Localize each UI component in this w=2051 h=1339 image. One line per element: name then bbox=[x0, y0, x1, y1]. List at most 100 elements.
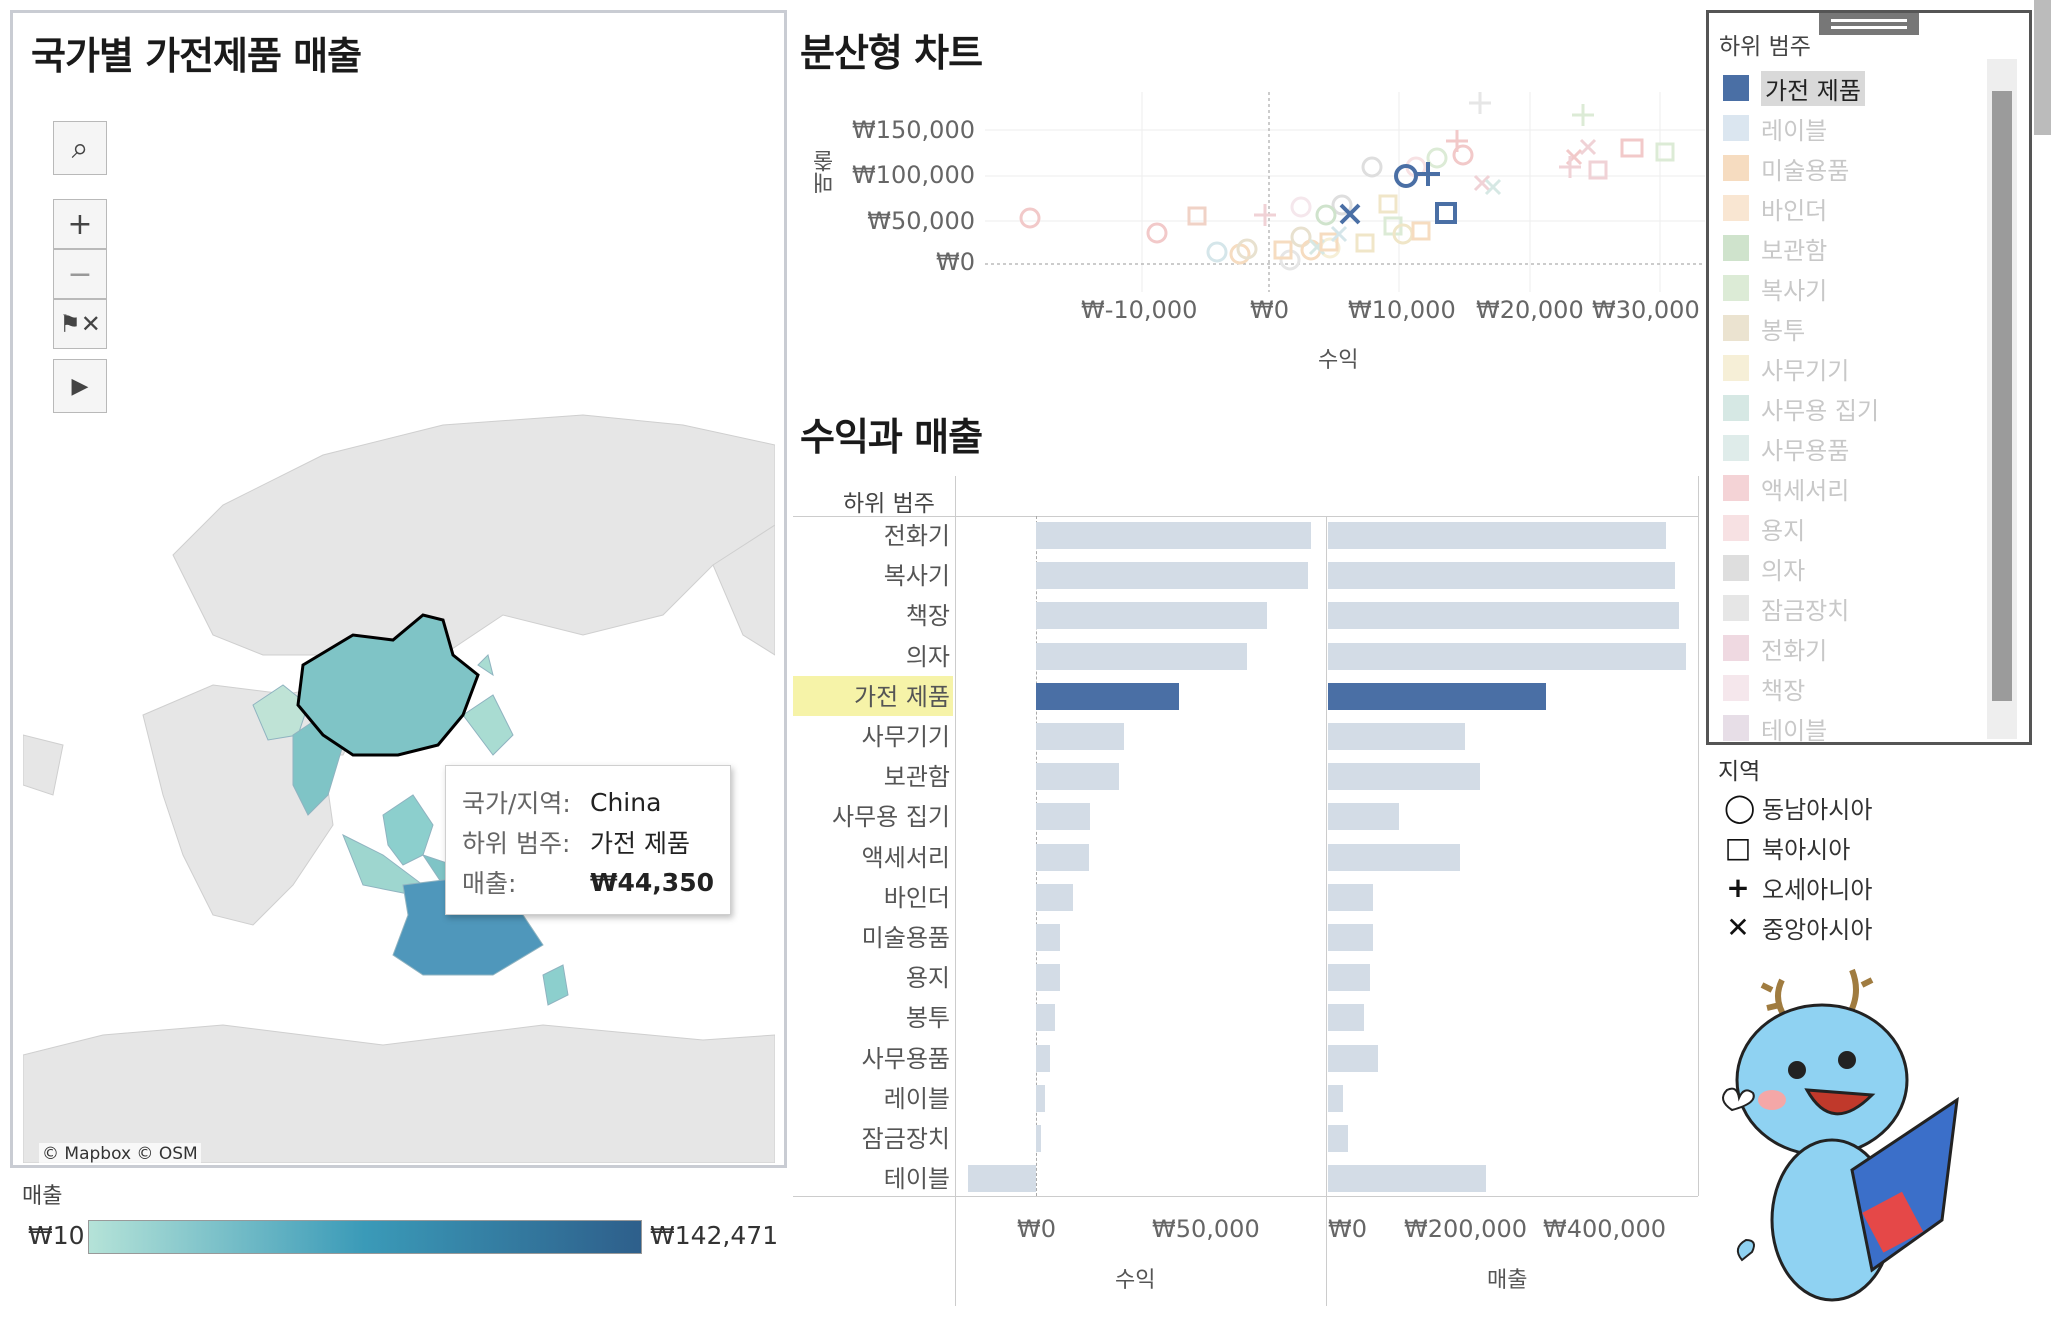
sales-bar[interactable] bbox=[1328, 843, 1461, 871]
filter-item[interactable]: 테이블 bbox=[1723, 709, 1827, 747]
sales-bar[interactable] bbox=[1328, 1004, 1364, 1032]
sales-legend-title: 매출 bbox=[22, 1184, 63, 1209]
sales-bar[interactable] bbox=[1328, 924, 1373, 951]
filter-item[interactable]: 미술용품 bbox=[1723, 149, 1849, 187]
sales-bar[interactable] bbox=[1328, 763, 1481, 791]
profit-bar[interactable] bbox=[1036, 602, 1268, 630]
filter-item[interactable]: 사무용품 bbox=[1723, 429, 1849, 467]
color-swatch bbox=[1723, 435, 1749, 461]
filter-scrollbar-track[interactable] bbox=[1987, 59, 2017, 739]
filter-item-label: 잠금장치 bbox=[1761, 596, 1850, 625]
bar-title: 수익과 매출 bbox=[800, 415, 983, 459]
world-map[interactable]: ⌕ + − ⚑✕ ▶ bbox=[23, 95, 775, 1163]
category-label[interactable]: 잠금장치 bbox=[861, 1125, 950, 1153]
category-label[interactable]: 사무기기 bbox=[861, 723, 950, 751]
category-label[interactable]: 테이블 bbox=[883, 1165, 950, 1194]
filter-item[interactable]: 사무용 집기 bbox=[1723, 389, 1879, 427]
filter-item[interactable]: 잠금장치 bbox=[1723, 589, 1849, 627]
profit-bar[interactable] bbox=[1036, 1125, 1042, 1152]
profit-bar[interactable] bbox=[1036, 843, 1089, 871]
profit-bar[interactable] bbox=[1036, 642, 1247, 670]
filter-item[interactable]: 복사기 bbox=[1723, 269, 1827, 307]
sales-bar[interactable] bbox=[1328, 642, 1686, 670]
unpin-icon: ⚑✕ bbox=[59, 310, 101, 338]
unpin-button[interactable]: ⚑✕ bbox=[53, 299, 107, 349]
sales-bar[interactable] bbox=[1328, 602, 1680, 630]
scatter-plot[interactable] bbox=[985, 92, 1705, 292]
sales-bar[interactable] bbox=[1328, 522, 1666, 549]
page-scrollbar[interactable] bbox=[2034, 0, 2051, 135]
profit-bar[interactable] bbox=[1036, 562, 1308, 590]
region-item[interactable]: □ 북아시아 bbox=[1724, 828, 1851, 866]
filter-item[interactable]: 액세서리 bbox=[1723, 469, 1849, 507]
sales-bar[interactable] bbox=[1328, 964, 1371, 992]
sales-bar[interactable] bbox=[1328, 1165, 1487, 1193]
filter-item[interactable]: 보관함 bbox=[1723, 229, 1827, 267]
map-attribution[interactable]: © Mapbox © OSM bbox=[39, 1143, 201, 1165]
filter-item[interactable]: 의자 bbox=[1723, 549, 1805, 587]
region-item[interactable]: ✕ 중앙아시아 bbox=[1724, 908, 1872, 946]
profit-bar[interactable] bbox=[1036, 1084, 1045, 1112]
filter-item[interactable]: 봉투 bbox=[1723, 309, 1805, 347]
filter-scrollbar-thumb[interactable] bbox=[1992, 91, 2012, 701]
category-label[interactable]: 사무용 집기 bbox=[831, 803, 950, 832]
profit-bar[interactable] bbox=[1036, 682, 1179, 710]
sales-bar[interactable] bbox=[1328, 682, 1547, 710]
sales-bar[interactable] bbox=[1328, 1084, 1343, 1112]
category-label[interactable]: 레이블 bbox=[883, 1084, 950, 1113]
map-search-button[interactable]: ⌕ bbox=[53, 121, 107, 175]
profit-bar[interactable] bbox=[1036, 1004, 1055, 1032]
category-label[interactable]: 미술용품 bbox=[861, 924, 950, 952]
profit-bar[interactable] bbox=[968, 1165, 1036, 1193]
category-label[interactable]: 복사기 bbox=[883, 562, 950, 591]
sales-bar[interactable] bbox=[1328, 562, 1676, 590]
category-label[interactable]: 사무용품 bbox=[861, 1044, 950, 1073]
sales-bar[interactable] bbox=[1328, 803, 1399, 831]
category-label[interactable]: 용지 bbox=[905, 964, 950, 993]
subcategory-filter[interactable]: 하위 범주 가전 제품 레이블 미술용품 바인더 보관함 복사기 봉투 사무기기 사무용 집기 사… bbox=[1706, 10, 2032, 745]
profit-bar[interactable] bbox=[1036, 964, 1060, 992]
profit-bar[interactable] bbox=[1036, 763, 1120, 791]
scatter-y-tick: ₩150,000 bbox=[852, 116, 975, 144]
profit-bar[interactable] bbox=[1036, 522, 1312, 549]
category-label[interactable]: 보관함 bbox=[883, 763, 950, 792]
profit-bar[interactable] bbox=[1036, 803, 1091, 831]
profit-bar[interactable] bbox=[1036, 883, 1074, 911]
filter-item-label: 전화기 bbox=[1761, 636, 1828, 665]
zoom-in-button[interactable]: + bbox=[53, 199, 107, 249]
map-title: 국가별 가전제품 매출 bbox=[31, 34, 362, 78]
category-label[interactable]: 의자 bbox=[905, 642, 950, 671]
tooltip-country-label: 국가/지역: bbox=[462, 789, 571, 818]
color-swatch bbox=[1723, 555, 1749, 581]
filter-item[interactable]: 사무기기 bbox=[1723, 349, 1849, 387]
filter-item[interactable]: 용지 bbox=[1723, 509, 1805, 547]
world-map-svg[interactable] bbox=[23, 95, 775, 1163]
category-label[interactable]: 봉투 bbox=[905, 1004, 950, 1033]
region-item[interactable]: + 오세아니아 bbox=[1724, 868, 1872, 906]
filter-item[interactable]: 바인더 bbox=[1723, 189, 1827, 227]
color-swatch bbox=[1723, 355, 1749, 381]
expand-button[interactable]: ▶ bbox=[53, 359, 107, 413]
filter-item[interactable]: 책장 bbox=[1723, 669, 1805, 707]
profit-bar[interactable] bbox=[1036, 723, 1125, 750]
profit-bar[interactable] bbox=[1036, 1044, 1050, 1072]
tooltip-sales-label: 매출: bbox=[462, 869, 517, 898]
panel-grip[interactable] bbox=[1819, 13, 1919, 35]
sales-bar[interactable] bbox=[1328, 1125, 1349, 1152]
category-label[interactable]: 책장 bbox=[905, 602, 950, 631]
category-label[interactable]: 전화기 bbox=[883, 522, 950, 550]
sales-bar[interactable] bbox=[1328, 883, 1373, 911]
region-item[interactable]: ◯ 동남아시아 bbox=[1724, 788, 1872, 826]
filter-item[interactable]: 레이블 bbox=[1723, 109, 1827, 147]
category-label[interactable]: 바인더 bbox=[883, 883, 950, 912]
filter-item[interactable]: 가전 제품 bbox=[1723, 69, 1865, 107]
zoom-out-button[interactable]: − bbox=[53, 249, 107, 299]
category-label[interactable]: 가전 제품 bbox=[854, 682, 950, 711]
category-label[interactable]: 액세서리 bbox=[861, 843, 950, 872]
sales-bar[interactable] bbox=[1328, 723, 1466, 750]
filter-item-label: 레이블 bbox=[1761, 116, 1828, 145]
plus-icon: + bbox=[1726, 870, 1750, 904]
profit-bar[interactable] bbox=[1036, 924, 1060, 951]
sales-bar[interactable] bbox=[1328, 1044, 1379, 1072]
filter-item[interactable]: 전화기 bbox=[1723, 629, 1827, 667]
